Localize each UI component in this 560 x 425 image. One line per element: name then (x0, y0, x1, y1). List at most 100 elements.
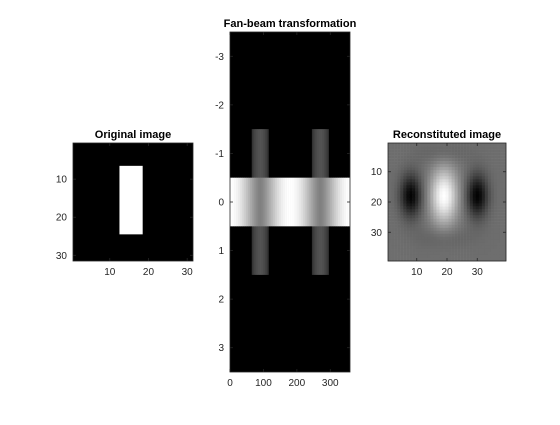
bright-band-strip (342, 177, 344, 227)
pixel (454, 224, 458, 228)
pixel (502, 215, 507, 219)
pixel (394, 173, 398, 177)
pixel (499, 164, 504, 168)
pixel (418, 245, 422, 250)
pixel (394, 185, 398, 189)
pixel (487, 218, 492, 222)
pixel (418, 179, 422, 183)
bright-band-strip (336, 177, 338, 227)
pixel (448, 257, 452, 262)
pixel (445, 146, 449, 150)
pixel (421, 203, 425, 207)
pixel (400, 161, 404, 165)
pixel (499, 239, 504, 244)
bright-band-strip (235, 177, 237, 227)
pixel (469, 257, 473, 262)
pixel (484, 218, 489, 222)
pixel (481, 161, 486, 165)
pixel (388, 158, 392, 162)
pixel (436, 194, 440, 198)
pixel (388, 161, 392, 165)
bright-band-strip (258, 177, 260, 227)
x-tick-label: 10 (104, 267, 116, 278)
pixel (421, 170, 425, 174)
pixel (448, 182, 452, 186)
pixel (454, 158, 458, 162)
pixel (487, 209, 492, 213)
pixel (418, 254, 422, 259)
pixel (445, 212, 449, 216)
pixel (493, 233, 498, 238)
pixel (463, 164, 467, 168)
pixel (472, 248, 476, 253)
bright-band-strip (312, 177, 314, 227)
pixel (433, 197, 437, 201)
pixel (490, 149, 495, 153)
bright-band-strip (343, 177, 345, 227)
pixel (397, 251, 401, 256)
pixel (400, 170, 404, 174)
pixel (469, 143, 473, 147)
pixel (457, 176, 461, 180)
pixel (478, 206, 483, 210)
pixel (469, 233, 473, 238)
pixel (487, 164, 492, 168)
pixel (391, 212, 395, 216)
pixel (406, 257, 410, 262)
pixel (388, 143, 392, 147)
pixel (436, 158, 440, 162)
pixel (436, 236, 440, 241)
pixel (469, 146, 473, 150)
pixel (502, 245, 507, 250)
bright-band-strip (286, 177, 288, 227)
pixel (481, 203, 486, 207)
pixel (457, 239, 461, 244)
pixel (493, 230, 498, 235)
pixel (472, 173, 476, 177)
pixel (475, 185, 480, 189)
pixel (490, 251, 495, 256)
pixel (409, 185, 413, 189)
pixel (448, 161, 452, 165)
pixel (436, 149, 440, 153)
pixel (424, 215, 428, 219)
pixel (397, 155, 401, 159)
pixel (427, 239, 431, 244)
pixel (439, 182, 443, 186)
pixel (478, 164, 483, 168)
y-tick-label: -1 (215, 149, 224, 160)
pixel (418, 158, 422, 162)
pixel (400, 230, 404, 235)
bright-band-strip (241, 177, 243, 227)
pixel (400, 236, 404, 241)
pixel (397, 197, 401, 201)
pixel (424, 194, 428, 198)
pixel (463, 218, 467, 222)
pixel (457, 179, 461, 183)
bright-band-strip (272, 177, 274, 227)
pixel (457, 209, 461, 213)
pixel (442, 212, 446, 216)
pixel (463, 206, 467, 210)
pixel (388, 146, 392, 150)
pixel (502, 203, 507, 207)
pixel (457, 155, 461, 159)
pixel (415, 197, 419, 201)
pixel (466, 146, 470, 150)
pixel (484, 254, 489, 259)
pixel (415, 161, 419, 165)
pixel (397, 170, 401, 174)
pixel (454, 146, 458, 150)
pixel (472, 182, 476, 186)
pixel (457, 227, 461, 231)
pixel (400, 215, 404, 219)
pixel (436, 254, 440, 259)
bright-band-strip (262, 177, 264, 227)
pixel (430, 212, 434, 216)
pixel (415, 176, 419, 180)
bright-band-strip (243, 177, 245, 227)
pixel (445, 224, 449, 228)
pixel (496, 227, 501, 231)
pixel (466, 254, 470, 259)
